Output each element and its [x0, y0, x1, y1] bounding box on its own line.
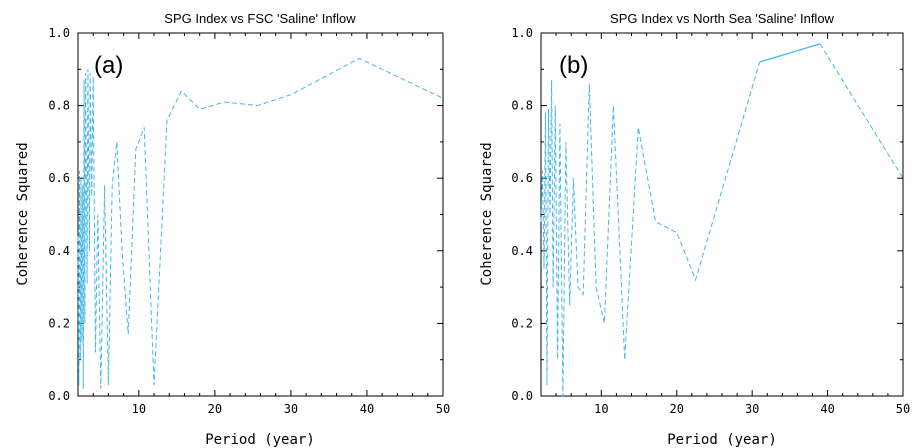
panel-b-ytick-label: 0.0: [511, 389, 533, 403]
panel-b-xlabel: Period (year): [667, 432, 777, 448]
panel-b: SPG Index vs North Sea 'Saline' Inflow (…: [479, 11, 910, 448]
panel-b-ylabel: Coherence Squared: [479, 142, 495, 285]
panel-b-label: (b): [559, 52, 588, 79]
panel-a-ylabel: Coherence Squared: [15, 142, 31, 285]
panel-a-ytick-label: 0.4: [48, 244, 70, 258]
panel-b-ytick-label: 0.8: [511, 99, 533, 113]
panel-a-title: SPG Index vs FSC 'Saline' Inflow: [164, 11, 356, 26]
panel-b-ytick-label: 0.4: [511, 244, 533, 258]
panel-a-ytick-label: 1.0: [48, 26, 70, 40]
panel-b-series-line-dashed: [819, 43, 904, 179]
panel-a-series-line-dashed: [77, 57, 444, 389]
panel-b-xtick-label: 20: [670, 402, 684, 416]
panel-a: SPG Index vs FSC 'Saline' Inflow (a) Per…: [15, 11, 450, 448]
panel-b-xtick-label: 50: [896, 402, 910, 416]
panel-a-ytick-label: 0.0: [48, 389, 70, 403]
panel-b-plot-area: [540, 32, 904, 397]
panel-b-xtick-label: 40: [820, 402, 834, 416]
panel-b-ytick-label: 0.2: [511, 316, 533, 330]
panel-a-xtick-label: 50: [436, 402, 450, 416]
panel-a-ytick-label: 0.2: [48, 316, 70, 330]
panel-b-ytick-label: 1.0: [511, 26, 533, 40]
panel-a-ytick-label: 0.6: [48, 171, 70, 185]
panel-a-xlabel: Period (year): [205, 432, 315, 448]
panel-a-series-group: [77, 57, 444, 389]
panel-a-xtick-label: 30: [284, 402, 298, 416]
panel-b-ticks: 10 20 30 40 50 0.0 0.2 0.4 0.6 0.8 1.0: [511, 26, 910, 416]
panel-b-ytick-label: 0.6: [511, 171, 533, 185]
panel-a-ticks: 10 20 30 40 50 0.0 0.2 0.4 0.6 0.8 1.0: [48, 26, 450, 416]
panel-b-title: SPG Index vs North Sea 'Saline' Inflow: [610, 11, 835, 26]
panel-a-xtick-label: 20: [208, 402, 222, 416]
panel-b-series-group: [540, 43, 904, 397]
panel-b-xtick-label: 30: [745, 402, 759, 416]
panel-a-label: (a): [94, 52, 123, 79]
panel-b-series-line-dashed: [540, 61, 761, 397]
panel-a-ytick-label: 0.8: [48, 99, 70, 113]
panel-a-xtick-label: 40: [360, 402, 374, 416]
panel-b-series-line-solid: [759, 43, 821, 63]
panel-a-xtick-label: 10: [132, 402, 146, 416]
panel-b-xtick-label: 10: [594, 402, 608, 416]
